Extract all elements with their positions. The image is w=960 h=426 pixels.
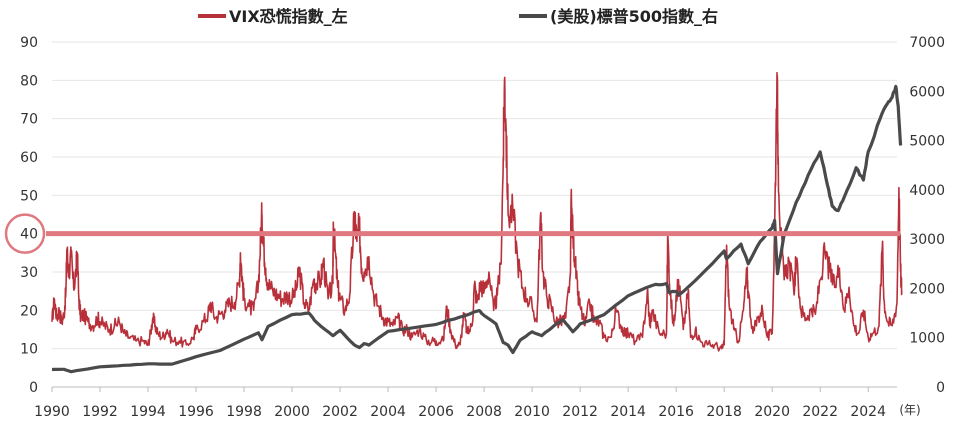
- x-tick-label: 2004: [370, 404, 406, 420]
- right-tick-label: 7000: [909, 35, 945, 51]
- x-tick-label: 2018: [706, 404, 742, 420]
- x-tick-label: 1992: [82, 404, 118, 420]
- x-tick-label: 1994: [130, 404, 166, 420]
- vix-series-line: [51, 71, 903, 352]
- x-tick-label: 2022: [802, 404, 838, 420]
- x-axis-unit-label: (年): [899, 403, 920, 417]
- x-tick-label: 2020: [754, 404, 790, 420]
- legend-label-vix: VIX恐慌指數_左: [229, 7, 348, 26]
- legend: VIX恐慌指數_左 (美股)標普500指數_右: [198, 7, 718, 26]
- x-tick-label: 2012: [562, 404, 598, 420]
- right-tick-label: 3000: [909, 232, 945, 248]
- x-tick-label: 1996: [178, 404, 214, 420]
- right-tick-label: 0: [936, 380, 945, 396]
- left-tick-label: 90: [20, 35, 38, 51]
- x-tick-label: 2014: [610, 404, 646, 420]
- vix-40-highlight-circle: [4, 213, 46, 254]
- right-tick-label: 5000: [909, 134, 945, 150]
- left-tick-label: 70: [20, 112, 38, 128]
- x-tick-label: 2000: [274, 404, 310, 420]
- left-tick-label: 30: [20, 265, 38, 281]
- x-tick-label: 2008: [466, 404, 502, 420]
- left-tick-label: 0: [29, 380, 38, 396]
- right-tick-label: 2000: [909, 281, 945, 297]
- x-tick-label: 2006: [418, 404, 454, 420]
- x-tick-label: 2002: [322, 404, 358, 420]
- legend-label-sp500: (美股)標普500指數_右: [550, 7, 718, 26]
- left-tick-label: 40: [20, 227, 38, 243]
- left-tick-label: 50: [20, 188, 38, 204]
- series-layer: [51, 71, 903, 374]
- right-tick-label: 1000: [909, 331, 945, 347]
- right-axis-ticks: 0 1000 2000 3000 4000 5000 6000 7000: [909, 35, 945, 396]
- left-tick-label: 80: [20, 73, 38, 89]
- x-axis-ticks: 1990 1992 1994 1996 1998 2000 2002 2004 2006 2008…: [34, 387, 886, 420]
- left-tick-label: 60: [20, 150, 38, 166]
- x-tick-label: 1998: [226, 404, 262, 420]
- x-tick-label: 2016: [658, 404, 694, 420]
- grid-lines: [52, 41, 897, 350]
- sp500-series-line: [51, 84, 903, 374]
- right-tick-label: 6000: [909, 84, 945, 100]
- left-tick-label: 20: [20, 303, 38, 319]
- right-tick-label: 4000: [909, 183, 945, 199]
- left-tick-label: 10: [20, 342, 38, 358]
- x-tick-label: 2024: [850, 404, 886, 420]
- x-tick-label: 2010: [514, 404, 550, 420]
- left-axis-ticks: 0 10 20 30 40 50 60 70 80 90: [20, 35, 38, 396]
- x-tick-label: 1990: [34, 404, 70, 420]
